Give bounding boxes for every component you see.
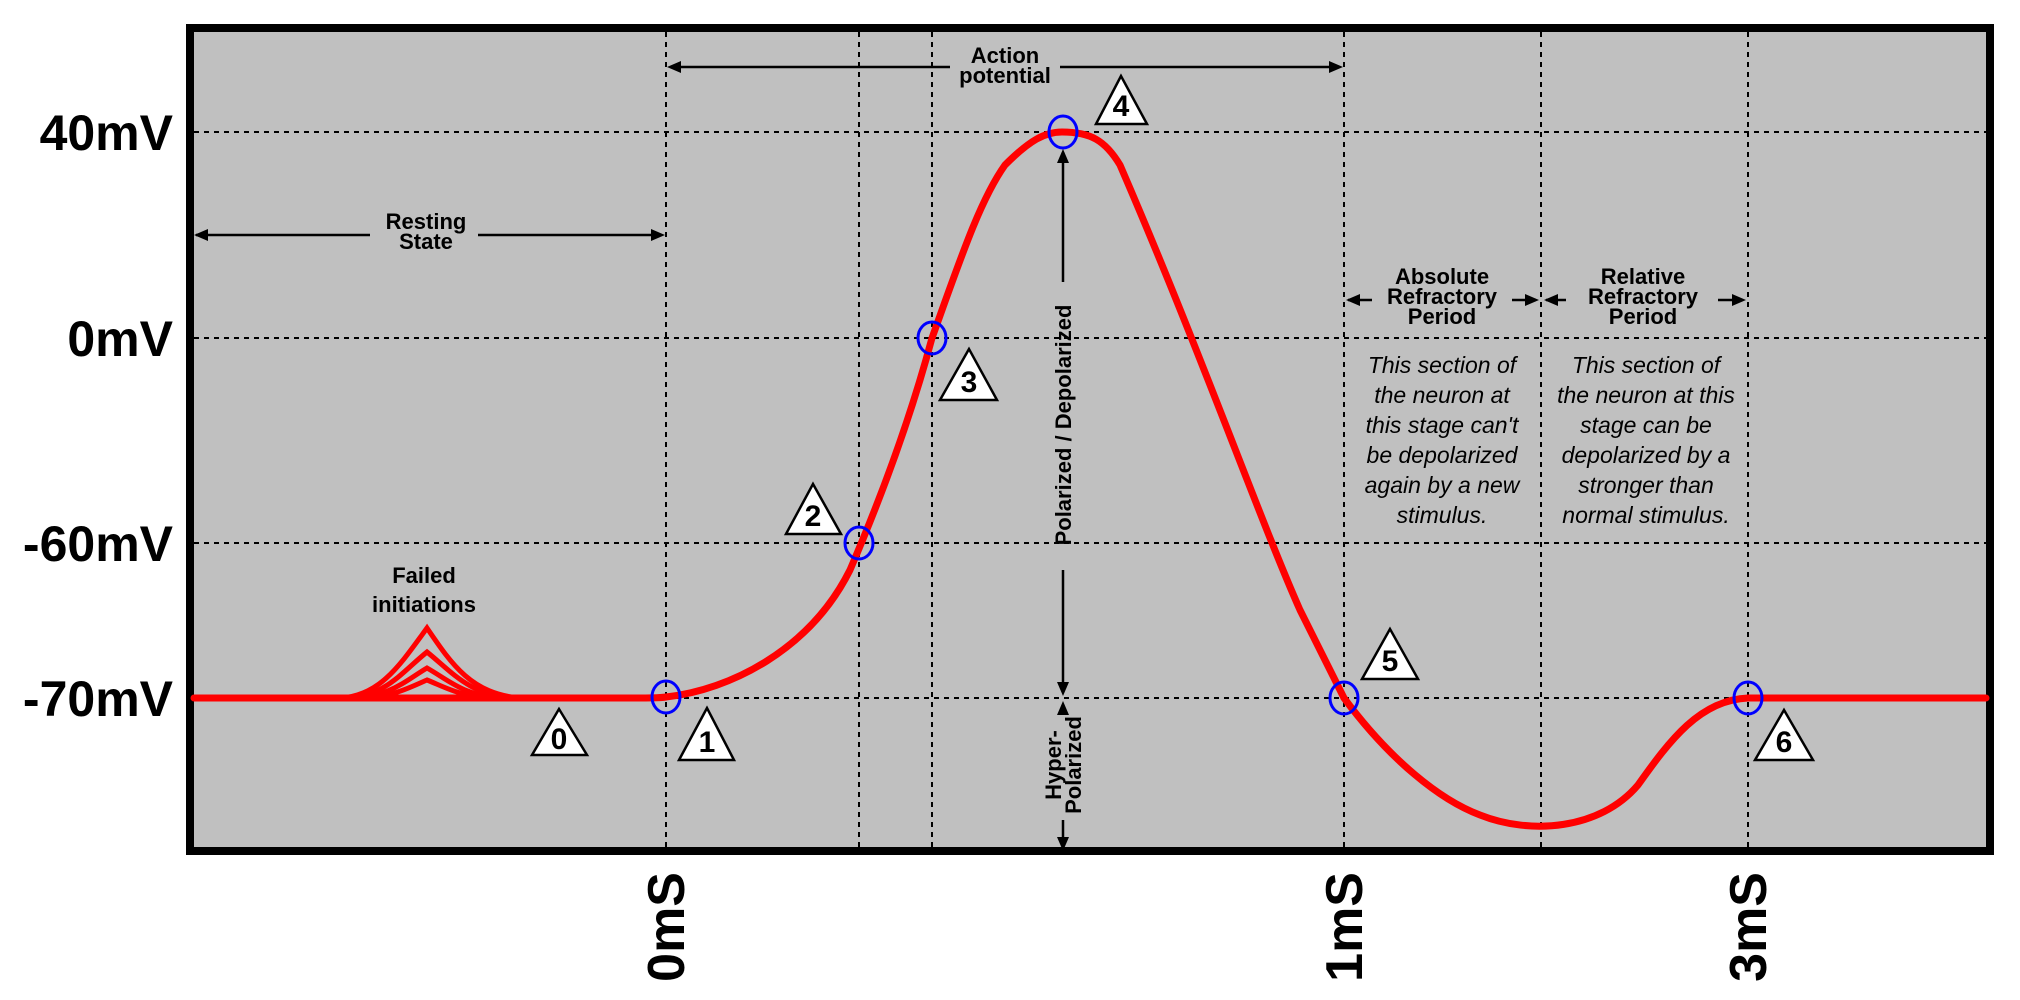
y-tick-label: 0mV	[67, 311, 173, 367]
failed-initiations-text: initiations	[372, 592, 476, 617]
marker-stage-4	[1047, 114, 1079, 150]
triangle-badge	[529, 706, 590, 757]
stage-number: 3	[961, 366, 978, 399]
marker-stage-6	[1732, 680, 1764, 716]
plot-area	[186, 24, 1994, 855]
failed-initiation-bump	[349, 665, 506, 701]
stage-number: 1	[699, 726, 716, 759]
resting-state-label: Resting	[386, 209, 467, 234]
triangle-badge	[676, 705, 737, 762]
absolute-refractory-description: This section of	[1368, 352, 1519, 378]
stage-number: 6	[1776, 726, 1793, 759]
relative-refractory-description: depolarized by a	[1562, 442, 1731, 468]
action-potential-curve	[190, 128, 1990, 830]
arrow-head-right	[1732, 294, 1746, 306]
polarized-depolarized-label: Polarized / Depolarized	[1051, 305, 1076, 546]
y-tick-label: 40mV	[40, 105, 174, 161]
hyper-polarized-label: Polarized	[1061, 716, 1086, 814]
stage-4-badge: 4	[1093, 73, 1150, 126]
arrow-head-right	[1329, 61, 1343, 73]
relative-refractory-label: Relative	[1601, 264, 1685, 289]
relative-refractory-label: Period	[1609, 304, 1677, 329]
absolute-refractory-description: again by a new	[1365, 472, 1521, 498]
stage-6-badge: 6	[1752, 707, 1816, 762]
resting-state-label: State	[399, 229, 453, 254]
stage-5-badge: 5	[1359, 626, 1421, 681]
relative-refractory-description: the neuron at this	[1557, 382, 1735, 408]
arrow-head-down	[1057, 837, 1069, 851]
arrow-head-left	[667, 61, 681, 73]
marker-stage-3	[916, 320, 948, 356]
triangle-badge	[1752, 707, 1816, 762]
stage-number-triangles: 0 1 2 3 4 5 6	[529, 73, 1816, 762]
y-axis-labels: 40mV 0mV -60mV -70mV	[23, 105, 174, 727]
absolute-refractory-description: stimulus.	[1397, 502, 1488, 528]
hyper-polarized-label: Hyper-	[1041, 730, 1066, 800]
y-tick-label: -70mV	[23, 671, 174, 727]
y-tick-label: -60mV	[23, 516, 174, 572]
arrow-head-down	[1057, 682, 1069, 696]
absolute-refractory-label: Refractory	[1387, 284, 1498, 309]
relative-refractory-description: This section of	[1572, 352, 1723, 378]
triangle-badge	[1093, 73, 1150, 126]
action-potential-span: Action potential	[667, 43, 1343, 88]
stage-1-badge: 1	[676, 705, 737, 762]
failed-initiation-bump	[339, 623, 521, 701]
relative-refractory-description: stronger than	[1578, 472, 1714, 498]
arrow-head-up	[1057, 149, 1069, 163]
action-potential-label: Action	[971, 43, 1039, 68]
absolute-refractory-description: the neuron at	[1374, 382, 1511, 408]
stage-2-badge: 2	[783, 481, 844, 536]
stage-0-badge: 0	[529, 706, 590, 757]
x-axis-labels: 0mS 1mS 3mS	[638, 872, 1778, 982]
relative-refractory-label: Refractory	[1588, 284, 1699, 309]
arrow-head-left	[1544, 294, 1558, 306]
relative-refractory-description: stage can be	[1580, 412, 1712, 438]
absolute-refractory-label: Absolute	[1395, 264, 1489, 289]
relative-refractory-period: Relative Refractory Period This section …	[1544, 264, 1746, 528]
stage-number: 5	[1382, 645, 1399, 678]
absolute-refractory-label: Period	[1408, 304, 1476, 329]
absolute-refractory-description: be depolarized	[1367, 442, 1519, 468]
x-tick-label: 3mS	[1720, 872, 1778, 982]
triangle-badge	[1359, 626, 1421, 681]
absolute-refractory-period: Absolute Refractory Period This section …	[1346, 264, 1539, 528]
absolute-refractory-description: this stage can't	[1366, 412, 1520, 438]
relative-refractory-description: normal stimulus.	[1562, 502, 1729, 528]
stage-number: 2	[805, 500, 822, 533]
stage-number: 4	[1113, 90, 1130, 123]
arrow-head-left	[194, 229, 208, 241]
arrow-head-up	[1057, 701, 1069, 715]
stage-3-badge: 3	[937, 346, 1000, 402]
hyper-polarized-span: Hyper- Polarized	[1041, 701, 1086, 851]
triangle-badge	[783, 481, 844, 536]
marker-stage-2	[843, 525, 875, 561]
failed-initiations-label: Failed initiations	[372, 563, 476, 617]
stage-number: 0	[551, 723, 568, 756]
x-tick-label: 1mS	[1316, 872, 1374, 982]
horizontal-gridlines	[194, 131, 1986, 699]
failed-initiations-text: Failed	[392, 563, 456, 588]
triangle-badge	[937, 346, 1000, 402]
arrow-head-left	[1346, 294, 1360, 306]
action-potential-label: potential	[959, 63, 1051, 88]
arrow-head-right	[1525, 294, 1539, 306]
arrow-head-right	[651, 229, 665, 241]
polarized-depolarized-span: Polarized / Depolarized	[1051, 149, 1076, 696]
x-tick-label: 0mS	[638, 872, 696, 982]
resting-state-span: Resting State	[194, 209, 665, 254]
marker-stage-5	[1328, 680, 1360, 716]
failed-initiation-bump	[344, 648, 516, 701]
stage-markers	[650, 114, 1764, 716]
marker-stage-1	[650, 679, 682, 715]
